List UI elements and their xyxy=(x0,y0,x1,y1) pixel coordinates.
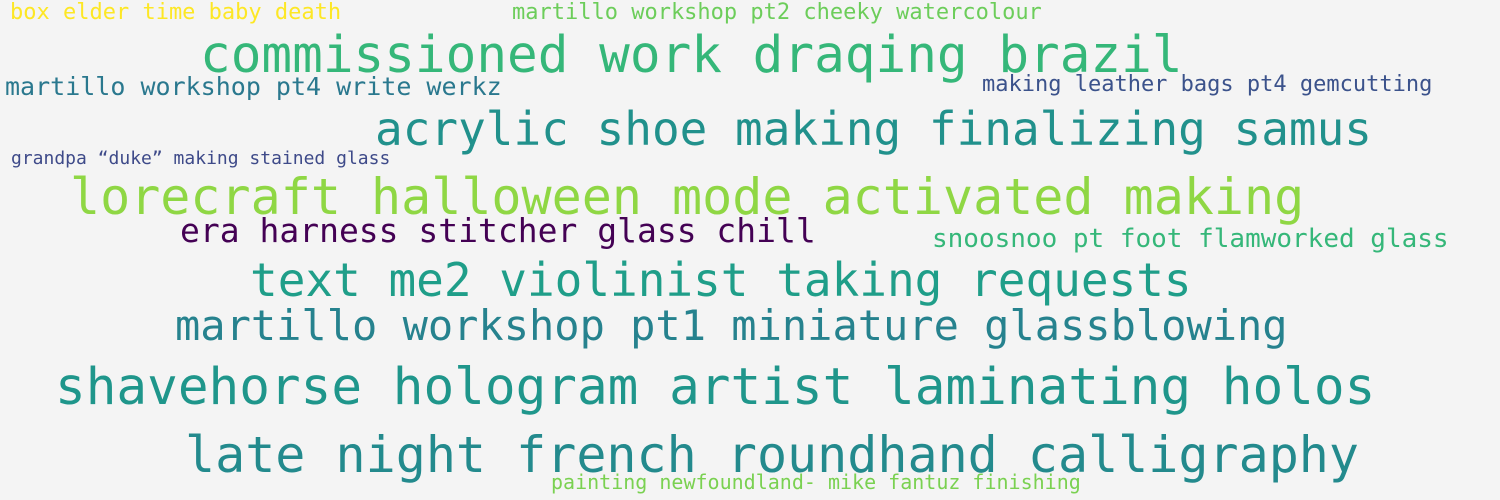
word-cloud-phrase: martillo workshop pt4 write werkz xyxy=(5,72,502,101)
word-cloud-phrase: acrylic shoe making finalizing samus xyxy=(375,102,1372,156)
word-cloud-phrase: making leather bags pt4 gemcutting xyxy=(982,72,1433,97)
word-cloud-phrase: snoosnoo pt foot flamworked glass xyxy=(932,224,1449,254)
word-cloud-phrase: commissioned work draqing brazil xyxy=(200,26,1183,85)
word-cloud-phrase: painting newfoundland- mike fantuz finis… xyxy=(551,470,1081,494)
word-cloud-phrase: late night french roundhand calligraphy xyxy=(185,426,1359,484)
word-cloud-phrase: martillo workshop pt1 miniature glassblo… xyxy=(175,301,1288,350)
word-cloud-phrase: shavehorse hologram artist laminating ho… xyxy=(55,358,1376,417)
word-cloud-phrase: box elder time baby death xyxy=(10,0,342,25)
word-cloud-phrase: era harness stitcher glass chill xyxy=(180,211,816,250)
word-cloud-phrase: martillo workshop pt2 cheeky watercolour xyxy=(512,0,1042,25)
word-cloud-phrase: lorecraft halloween mode activated makin… xyxy=(70,168,1305,226)
word-cloud-phrase: grandpa “duke” making stained glass xyxy=(11,148,391,169)
word-cloud-phrase: text me2 violinist taking requests xyxy=(250,253,1192,307)
